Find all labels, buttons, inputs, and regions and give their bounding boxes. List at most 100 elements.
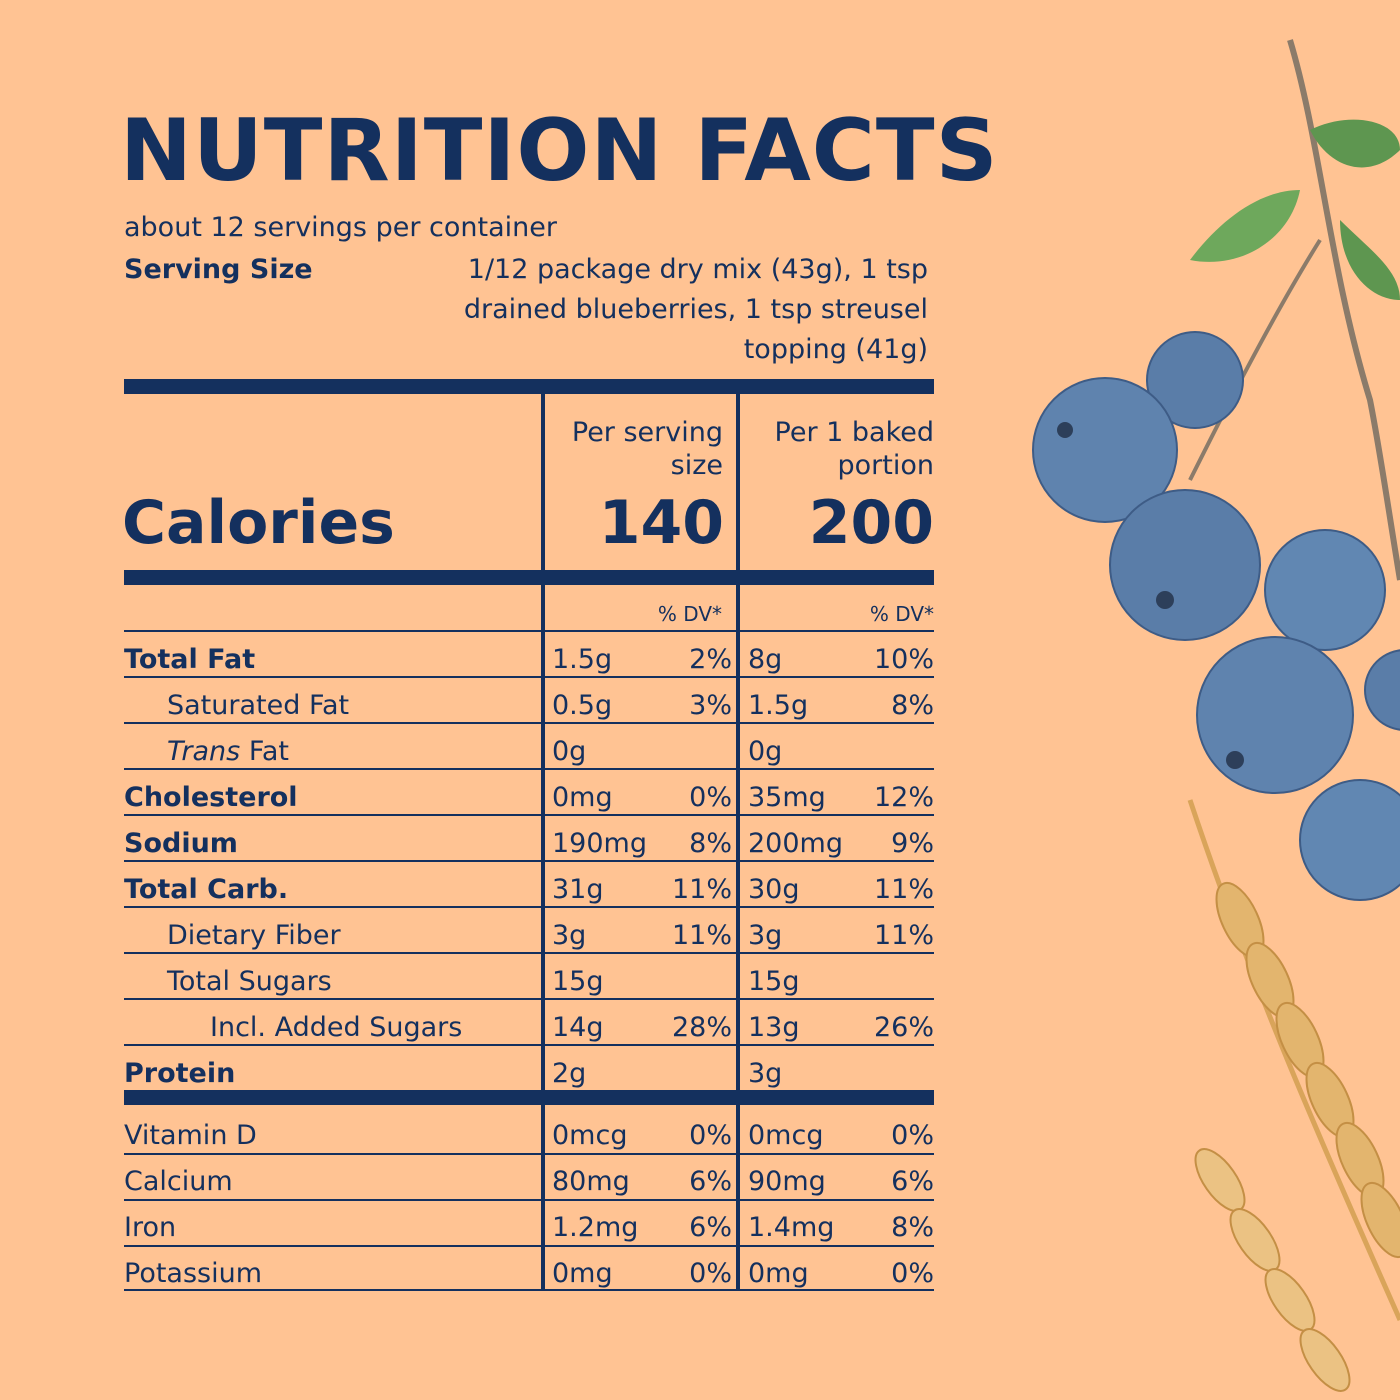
amount-per-serving: 31g: [552, 874, 604, 905]
nutrition-facts-title: NUTRITION FACTS: [120, 101, 999, 201]
rule: [124, 952, 934, 954]
nutrient-name: Trans Fat: [167, 736, 290, 767]
serving-size-value: 1/12 package dry mix (43g), 1 tsp draine…: [380, 250, 928, 370]
wheat-ear-icon: [1194, 1148, 1351, 1392]
dv-per-serving: 0%: [689, 1258, 732, 1289]
dv-header-per-portion: % DV*: [869, 602, 934, 626]
dv-per-serving: 28%: [671, 1012, 732, 1043]
amount-per-portion: 200mg: [748, 828, 843, 859]
blueberry-cluster: [1032, 331, 1400, 901]
nutrient-name: Total Fat: [124, 644, 256, 675]
dv-per-portion: 12%: [873, 782, 934, 813]
rule: [124, 722, 934, 724]
amount-per-serving: 80mg: [552, 1166, 630, 1197]
nutrient-row-saturated-fat: Saturated Fat 0.5g 3% 1.5g 8%: [0, 680, 1400, 726]
nutrient-row-added-sugars: Incl. Added Sugars 14g 28% 13g 26%: [0, 1002, 1400, 1048]
rule: [124, 1153, 934, 1155]
dv-per-serving: 6%: [689, 1212, 732, 1243]
vitamin-row-potassium: Potassium 0mg 0% 0mg 0%: [0, 1248, 1400, 1294]
dv-per-portion: 9%: [891, 828, 934, 859]
calories-per-serving: 140: [598, 488, 724, 558]
blueberry-icon: [1032, 377, 1178, 523]
nutrient-row-dietary-fiber: Dietary Fiber 3g 11% 3g 11%: [0, 910, 1400, 956]
amount-per-portion: 3g: [748, 1058, 783, 1089]
rule: [124, 1199, 934, 1201]
dv-per-portion: 11%: [873, 874, 934, 905]
amount-per-portion: 90mg: [748, 1166, 826, 1197]
dv-per-portion: 8%: [891, 1212, 934, 1243]
nutrient-name: Protein: [124, 1058, 236, 1089]
vitamin-name: Vitamin D: [124, 1120, 257, 1151]
branch-stem: [1287, 39, 1400, 581]
amount-per-portion: 8g: [748, 644, 783, 675]
rule: [124, 860, 934, 862]
nutrient-name: Total Carb.: [124, 874, 289, 905]
calories-label: Calories: [122, 488, 395, 558]
dv-per-serving: 0%: [689, 1120, 732, 1151]
dv-per-portion: 10%: [873, 644, 934, 675]
amount-per-serving: 0mg: [552, 1258, 613, 1289]
amount-per-portion: 1.4mg: [748, 1212, 835, 1243]
calories-per-portion: 200: [808, 488, 934, 558]
blueberry-icon: [1196, 636, 1354, 794]
blueberry-icon: [1146, 331, 1244, 429]
thick-rule-top: [124, 379, 934, 394]
column-header-per-serving: Per serving size: [571, 417, 723, 481]
dv-per-portion: 6%: [891, 1166, 934, 1197]
wheat-ear-icon: [1215, 881, 1400, 1259]
vitamin-row-calcium: Calcium 80mg 6% 90mg 6%: [0, 1156, 1400, 1202]
nutrient-name: Total Sugars: [167, 966, 332, 997]
blueberry-icon: [1364, 649, 1400, 731]
nutrient-row-cholesterol: Cholesterol 0mg 0% 35mg 12%: [0, 772, 1400, 818]
vitamin-row-vitamin-d: Vitamin D 0mcg 0% 0mcg 0%: [0, 1110, 1400, 1156]
dv-header-per-serving: % DV*: [657, 602, 722, 626]
amount-per-portion: 30g: [748, 874, 800, 905]
nutrient-name: Sodium: [124, 828, 238, 859]
thick-rule-calories: [124, 570, 934, 585]
amount-per-serving: 0.5g: [552, 690, 613, 721]
nutrient-row-trans-fat: Trans Fat 0g 0g: [0, 726, 1400, 772]
dv-per-serving: 3%: [689, 690, 732, 721]
nutrient-row-total-fat: Total Fat 1.5g 2% 8g 10%: [0, 634, 1400, 680]
dv-per-portion: 11%: [873, 920, 934, 951]
amount-per-serving: 0mg: [552, 782, 613, 813]
leaf-icon: [1340, 220, 1400, 300]
nutrient-row-total-carb: Total Carb. 31g 11% 30g 11%: [0, 864, 1400, 910]
serving-size-line: drained blueberries, 1 tsp streusel: [463, 294, 928, 325]
amount-per-serving: 0mcg: [552, 1120, 628, 1151]
column-divider-1: [541, 394, 545, 1290]
dv-per-portion: 26%: [873, 1012, 934, 1043]
branch-twig: [1188, 238, 1322, 481]
amount-per-portion: 1.5g: [748, 690, 809, 721]
leaf-icon: [1310, 119, 1400, 168]
nutrient-name: Saturated Fat: [167, 690, 350, 721]
rule: [124, 768, 934, 770]
nutrient-name: Cholesterol: [124, 782, 298, 813]
wheat-stalk: [1187, 799, 1400, 1322]
vitamin-name: Calcium: [124, 1166, 233, 1197]
blueberry-icon: [1299, 779, 1400, 901]
nutrient-name: Incl. Added Sugars: [210, 1012, 463, 1043]
dv-per-serving: 2%: [689, 644, 732, 675]
amount-per-portion: 35mg: [748, 782, 826, 813]
amount-per-serving: 0g: [552, 736, 587, 767]
rule: [124, 814, 934, 816]
blueberry-wheat-illustration: [1032, 39, 1400, 1392]
rule: [124, 998, 934, 1000]
serving-size-line: 1/12 package dry mix (43g), 1 tsp: [467, 254, 928, 285]
amount-per-serving: 14g: [552, 1012, 604, 1043]
thick-rule-vitamins: [124, 1090, 934, 1105]
rule: [124, 676, 934, 678]
dv-per-portion: 8%: [891, 690, 934, 721]
dv-per-portion: 0%: [891, 1258, 934, 1289]
column-divider-2: [736, 394, 740, 1290]
amount-per-portion: 0mcg: [748, 1120, 824, 1151]
dv-per-serving: 11%: [671, 874, 732, 905]
blueberry-icon: [1109, 489, 1261, 641]
amount-per-serving: 2g: [552, 1058, 587, 1089]
amount-per-serving: 1.5g: [552, 644, 613, 675]
amount-per-portion: 0g: [748, 736, 783, 767]
servings-per-container: about 12 servings per container: [124, 212, 557, 243]
blueberry-crown-icon: [1057, 422, 1244, 769]
nutrient-name: Dietary Fiber: [167, 920, 341, 951]
